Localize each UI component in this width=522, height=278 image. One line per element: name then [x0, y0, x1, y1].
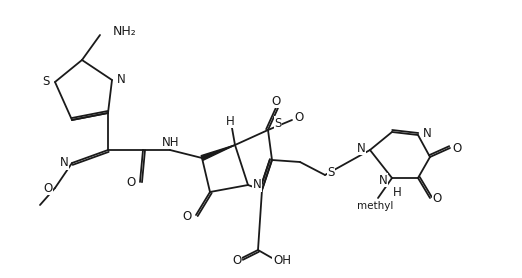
Text: H: H — [226, 115, 234, 128]
Text: O: O — [232, 254, 242, 267]
Text: N: N — [253, 178, 262, 192]
Text: O: O — [271, 95, 281, 108]
Text: S: S — [42, 75, 50, 88]
Text: OH: OH — [273, 254, 291, 267]
Text: NH₂: NH₂ — [113, 24, 137, 38]
Text: O: O — [43, 182, 53, 195]
Text: methyl: methyl — [357, 201, 393, 211]
Polygon shape — [201, 145, 235, 160]
Text: O: O — [453, 142, 461, 155]
Text: NH: NH — [162, 135, 180, 148]
Text: N: N — [60, 157, 68, 170]
Text: S: S — [275, 116, 282, 130]
Text: O: O — [432, 192, 442, 205]
Text: N: N — [357, 142, 365, 155]
Text: O: O — [126, 177, 136, 190]
Text: S: S — [327, 165, 335, 178]
Text: O: O — [182, 210, 192, 222]
Text: N: N — [423, 126, 431, 140]
Text: N: N — [116, 73, 125, 86]
Text: N: N — [378, 173, 387, 187]
Text: H: H — [393, 185, 401, 198]
Text: O: O — [294, 110, 304, 123]
